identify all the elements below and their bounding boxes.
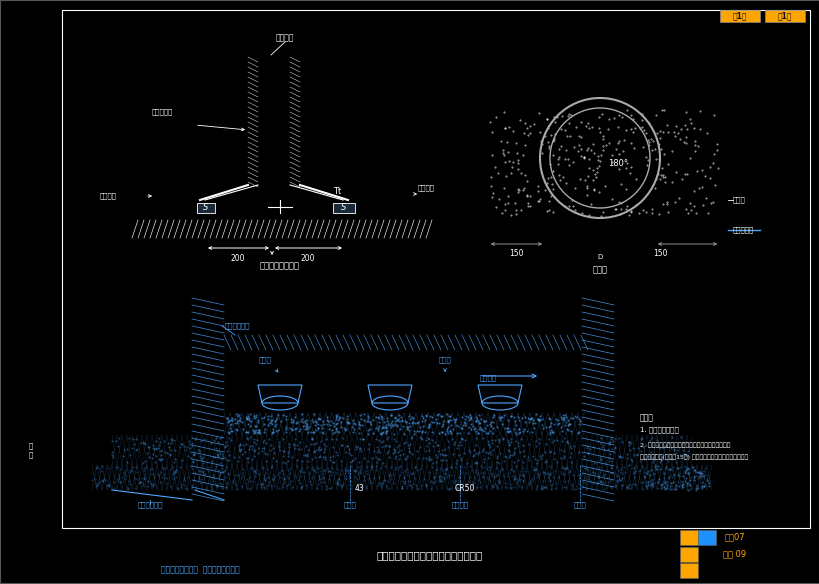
Text: 水: 水 bbox=[29, 443, 33, 449]
Polygon shape bbox=[32, 320, 57, 352]
Text: 200: 200 bbox=[301, 254, 314, 263]
Polygon shape bbox=[764, 10, 804, 22]
Text: MF: MF bbox=[333, 295, 352, 305]
Text: 上视图: 上视图 bbox=[592, 266, 607, 274]
Text: 行水量流出: 行水量流出 bbox=[152, 109, 173, 115]
Polygon shape bbox=[5, 55, 30, 87]
Text: 中粗砂: 中粗砂 bbox=[573, 502, 586, 508]
Text: 43: 43 bbox=[355, 484, 364, 493]
Text: 地基处理填充: 地基处理填充 bbox=[224, 323, 250, 329]
Polygon shape bbox=[5, 430, 57, 462]
Text: 200: 200 bbox=[230, 254, 245, 263]
Text: 细水滑面: 细水滑面 bbox=[451, 502, 468, 508]
Text: 沐风网: 沐风网 bbox=[360, 283, 419, 317]
Polygon shape bbox=[5, 320, 30, 352]
Polygon shape bbox=[697, 530, 715, 545]
Text: 150: 150 bbox=[508, 249, 523, 258]
Text: 污水管道: 污水管道 bbox=[418, 185, 434, 192]
Polygon shape bbox=[481, 219, 726, 229]
Text: Tt: Tt bbox=[333, 187, 341, 196]
Text: 2. 若管道设置在较破土基础断开，应用中粗砂填充，: 2. 若管道设置在较破土基础断开，应用中粗砂填充， bbox=[639, 442, 730, 448]
Text: 管道端部支加固图  道路十基底处理图: 管道端部支加固图 道路十基底处理图 bbox=[161, 565, 239, 575]
Polygon shape bbox=[258, 385, 301, 403]
Polygon shape bbox=[5, 225, 30, 257]
Polygon shape bbox=[197, 203, 215, 213]
Text: 排水管道: 排水管道 bbox=[100, 193, 117, 199]
Polygon shape bbox=[719, 10, 759, 22]
Text: 流水方向: 流水方向 bbox=[479, 375, 496, 381]
Polygon shape bbox=[224, 336, 581, 349]
Polygon shape bbox=[679, 547, 697, 562]
Text: 加盖 09: 加盖 09 bbox=[722, 550, 745, 558]
Polygon shape bbox=[131, 221, 428, 237]
Text: 1. 单位以毫米计。: 1. 单位以毫米计。 bbox=[639, 427, 678, 433]
Text: CR50: CR50 bbox=[455, 484, 474, 493]
Polygon shape bbox=[258, 55, 290, 185]
Polygon shape bbox=[368, 385, 411, 403]
Text: 管道端部支加固图: 管道端部支加固图 bbox=[260, 262, 300, 270]
Polygon shape bbox=[0, 0, 62, 528]
Polygon shape bbox=[477, 385, 522, 403]
Text: D: D bbox=[597, 254, 602, 260]
Text: 管道一侧至少(不大于15米) 混凝土基础侧开采用中粗砂回填。: 管道一侧至少(不大于15米) 混凝土基础侧开采用中粗砂回填。 bbox=[639, 454, 747, 460]
Text: 共1页: 共1页 bbox=[776, 12, 791, 20]
Text: 地表升级面层: 地表升级面层 bbox=[137, 502, 162, 508]
Text: S: S bbox=[341, 203, 346, 213]
Text: www.mfcad.com: www.mfcad.com bbox=[337, 311, 441, 325]
Text: 180°: 180° bbox=[607, 158, 627, 168]
Polygon shape bbox=[32, 140, 57, 172]
Text: 说明：: 说明： bbox=[639, 413, 653, 422]
Polygon shape bbox=[32, 55, 57, 87]
Text: 水面管: 水面管 bbox=[258, 357, 271, 363]
Text: 中粗砂: 中粗砂 bbox=[343, 502, 356, 508]
Text: 准: 准 bbox=[29, 451, 33, 458]
Polygon shape bbox=[679, 563, 697, 578]
Polygon shape bbox=[487, 108, 719, 218]
Text: 150: 150 bbox=[652, 249, 667, 258]
Polygon shape bbox=[62, 10, 809, 528]
Text: 水理07: 水理07 bbox=[724, 533, 744, 541]
Polygon shape bbox=[5, 140, 30, 172]
Text: 第1页: 第1页 bbox=[732, 12, 746, 20]
Polygon shape bbox=[62, 528, 809, 584]
Polygon shape bbox=[32, 225, 57, 257]
Text: 管床夯密度: 管床夯密度 bbox=[732, 227, 753, 233]
Text: 碎石土: 碎石土 bbox=[732, 197, 744, 203]
Text: S: S bbox=[203, 203, 208, 213]
Text: 水面管: 水面管 bbox=[438, 357, 450, 363]
Polygon shape bbox=[679, 530, 697, 545]
Polygon shape bbox=[224, 386, 581, 412]
Polygon shape bbox=[333, 203, 355, 213]
Text: 设计闸切: 设计闸切 bbox=[275, 33, 294, 43]
Text: 一泵房截断污水泵站出水管道改迁工程: 一泵房截断污水泵站出水管道改迁工程 bbox=[377, 550, 482, 560]
